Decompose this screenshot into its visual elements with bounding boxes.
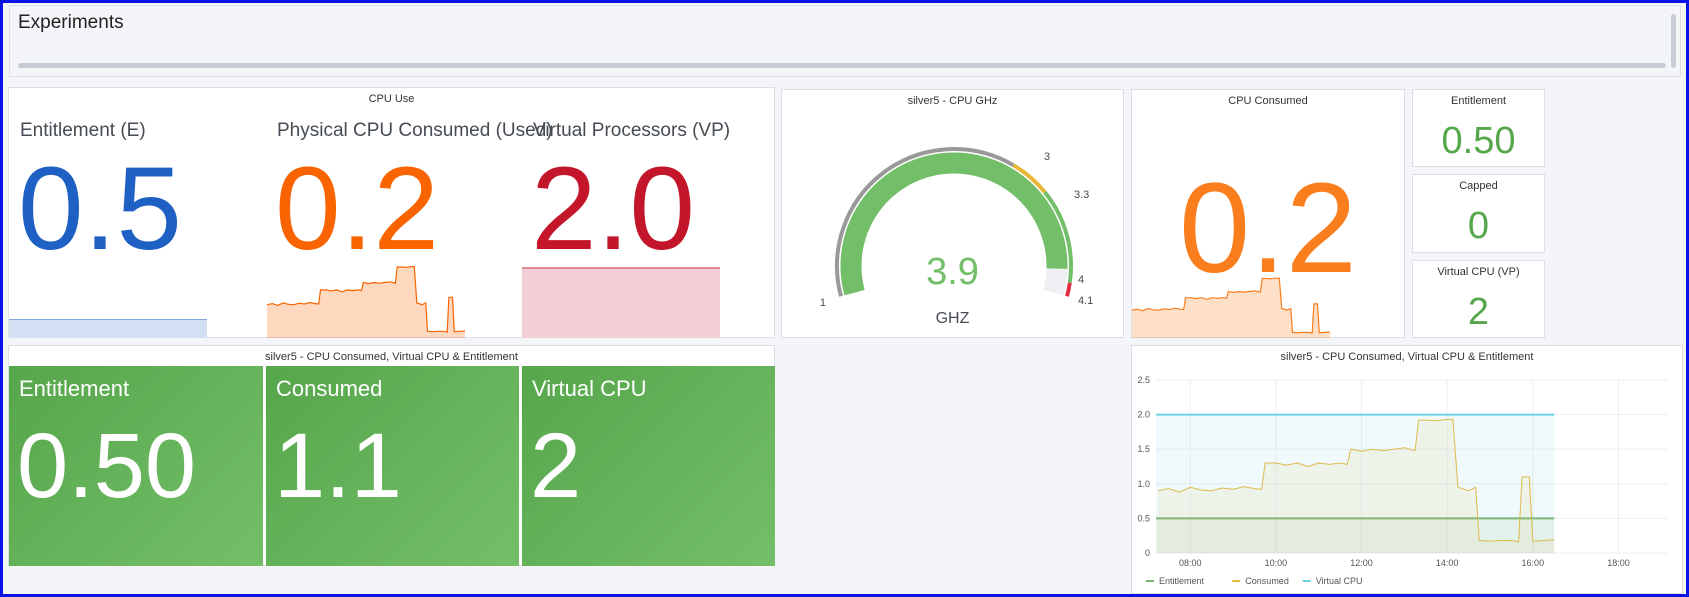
x-tick-label: 12:00 — [1350, 558, 1373, 568]
horizontal-scrollbar[interactable] — [18, 63, 1666, 68]
stat-entitlement: Entitlement 0.50 — [1412, 89, 1545, 167]
panel-title: CPU Use — [368, 93, 415, 105]
tile-label: Entitlement — [19, 376, 130, 401]
gauge: 1 3 3.3 4 4.1 — [820, 147, 1093, 309]
stat-title: Capped — [1459, 180, 1498, 192]
vertical-scrollbar[interactable] — [1671, 14, 1676, 68]
bottom-stats-panel: silver5 - CPU Consumed, Virtual CPU & En… — [8, 345, 775, 566]
series-line — [1158, 418, 1555, 543]
gauge-threshold-arc — [1012, 163, 1047, 194]
consumed-stat-tile: Consumed 1.1 — [266, 366, 519, 566]
legend-item: Entitlement — [1159, 576, 1205, 586]
y-tick-label: 1.0 — [1137, 479, 1150, 489]
gauge-tick-label: 4.1 — [1078, 295, 1093, 307]
vp-value: 2.0 — [531, 143, 696, 275]
y-tick-label: 1.5 — [1137, 444, 1150, 454]
x-tick-label: 10:00 — [1265, 558, 1288, 568]
stat-capped: Capped 0 — [1412, 174, 1545, 253]
cpu-consumed-panel: CPU Consumed 0.2 — [1131, 89, 1405, 338]
vp-label: Virtual Processors (VP) — [533, 120, 731, 141]
consumed-label: Physical CPU Consumed (Used) — [277, 120, 553, 141]
gauge-tick-label: 1 — [820, 297, 826, 309]
gauge-threshold-arc — [1065, 282, 1072, 297]
x-tick-label: 18:00 — [1607, 558, 1630, 568]
cpu-use-panel: CPU Use Entitlement (E) 0.5 Physical CPU… — [8, 87, 775, 338]
x-tick-label: 14:00 — [1436, 558, 1459, 568]
panel-title: CPU Consumed — [1228, 95, 1308, 107]
legend-item: Consumed — [1245, 576, 1289, 586]
cpu-ghz-panel: silver5 - CPU GHz 1 3 3.3 4 4.1 3.9 GHZ — [781, 89, 1124, 338]
entitlement-sparkline — [9, 319, 207, 338]
gauge-unit: GHZ — [935, 310, 970, 327]
vp-sparkline — [522, 267, 720, 338]
tile-value: 1.1 — [274, 415, 402, 517]
gauge-tick-label: 4 — [1078, 274, 1084, 286]
x-tick-label: 16:00 — [1522, 558, 1545, 568]
page-title: Experiments — [18, 12, 124, 33]
cpu-consumed-value: 0.2 — [1179, 157, 1357, 300]
consumed-sparkline — [267, 266, 465, 338]
consumed-value: 0.2 — [275, 143, 440, 275]
series-area — [1156, 518, 1555, 553]
stat-value: 2 — [1467, 291, 1490, 333]
stat-title: Virtual CPU (VP) — [1437, 266, 1520, 278]
tile-value: 0.50 — [17, 415, 197, 517]
tile-label: Consumed — [276, 376, 383, 401]
panel-title: silver5 - CPU Consumed, Virtual CPU & En… — [1280, 351, 1534, 363]
y-tick-label: 0 — [1145, 548, 1150, 558]
y-tick-label: 0.5 — [1137, 513, 1150, 523]
stat-value: 0 — [1467, 205, 1490, 247]
gauge-threshold-arc — [1043, 190, 1073, 284]
entitlement-value: 0.5 — [18, 143, 183, 275]
entitlement-label: Entitlement (E) — [20, 120, 146, 141]
stat-title: Entitlement — [1450, 95, 1507, 107]
virtual-cpu-stat-tile: Virtual CPU 2 — [522, 366, 775, 566]
sparkline-line — [1132, 277, 1330, 334]
y-tick-label: 2.0 — [1137, 410, 1150, 420]
tile-label: Virtual CPU — [532, 376, 647, 401]
entitlement-stat-tile: Entitlement 0.50 — [9, 366, 263, 566]
sparkline-line — [267, 266, 465, 333]
gauge-value-arc — [840, 152, 1068, 296]
gauge-value: 3.9 — [926, 251, 979, 293]
gauge-threshold-arc — [835, 147, 1015, 297]
timeseries-panel: silver5 - CPU Consumed, Virtual CPU & En… — [1131, 345, 1683, 594]
tile-value: 2 — [530, 415, 582, 517]
panel-title: silver5 - CPU Consumed, Virtual CPU & En… — [265, 351, 518, 363]
y-tick-label: 2.5 — [1137, 375, 1150, 385]
timeseries-chart: 0 0.5 1.0 1.5 2.0 2.5 08:00 10:00 12:00 14:00 16:0… — [1137, 375, 1667, 586]
cpu-consumed-sparkline — [1132, 277, 1330, 338]
sparkline-area — [1132, 278, 1330, 338]
stat-value: 0.50 — [1441, 120, 1516, 162]
x-tick-label: 08:00 — [1179, 558, 1202, 568]
panel-title: silver5 - CPU GHz — [907, 95, 998, 107]
gauge-tick-label: 3 — [1044, 151, 1050, 163]
sparkline-area — [267, 266, 465, 338]
stat-virtual-cpu: Virtual CPU (VP) 2 — [1412, 260, 1545, 338]
header-panel: Experiments — [9, 5, 1681, 77]
series-area — [1156, 414, 1555, 553]
gauge-tick-label: 3.3 — [1074, 189, 1089, 201]
legend-item: Virtual CPU — [1316, 576, 1363, 586]
